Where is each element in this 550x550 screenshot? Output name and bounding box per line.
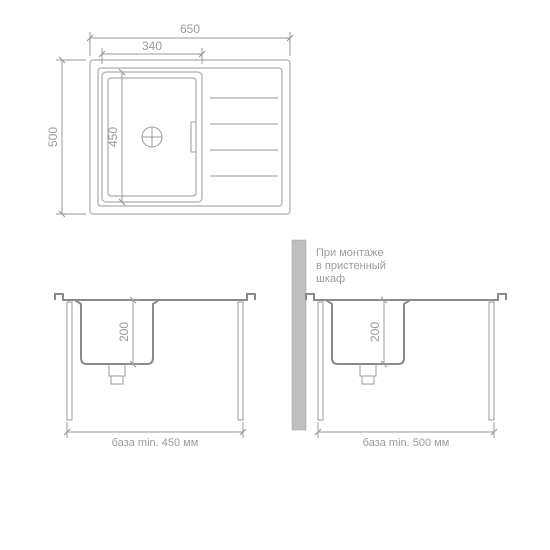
dim-label: 500 xyxy=(46,127,60,147)
dim-label: 200 xyxy=(117,322,131,342)
technical-drawing: 650 340 500 450 xyxy=(0,0,550,550)
note-line: шкаф xyxy=(316,273,345,285)
overflow-slot xyxy=(191,122,196,152)
sink-profile xyxy=(306,294,506,384)
section-view-left: 200 база min. 450 мм xyxy=(55,294,255,449)
dim-base-right: база min. 500 мм xyxy=(315,422,497,449)
dim-depth-right: 200 xyxy=(368,297,390,367)
dim-depth-left: 200 xyxy=(117,297,139,367)
drainboard-grooves xyxy=(210,98,278,176)
dim-top-width: 650 xyxy=(87,22,293,56)
base-label: база min. 500 мм xyxy=(363,437,450,449)
cabinet-wall-right xyxy=(238,302,243,420)
base-label: база min. 450 мм xyxy=(112,437,199,449)
wall xyxy=(292,240,306,430)
dim-bowl-height: 450 xyxy=(106,69,128,205)
section-view-right: 200 база min. 500 мм При монтаже в прист… xyxy=(292,240,506,449)
sink-profile xyxy=(55,294,255,384)
dim-label: 650 xyxy=(180,22,200,36)
wall-mount-note: При монтаже в пристенный шкаф xyxy=(316,247,386,285)
dim-label: 340 xyxy=(142,39,162,53)
note-line: При монтаже xyxy=(316,247,384,259)
dim-label: 200 xyxy=(368,322,382,342)
dim-left-height: 500 xyxy=(46,57,86,217)
dim-label: 450 xyxy=(106,127,120,147)
cabinet-wall-left xyxy=(318,302,323,420)
dim-base-left: база min. 450 мм xyxy=(64,422,246,449)
plan-view: 650 340 500 450 xyxy=(46,22,293,217)
cabinet-wall-left xyxy=(67,302,72,420)
cabinet-wall-right xyxy=(489,302,494,420)
note-line: в пристенный xyxy=(316,260,386,272)
